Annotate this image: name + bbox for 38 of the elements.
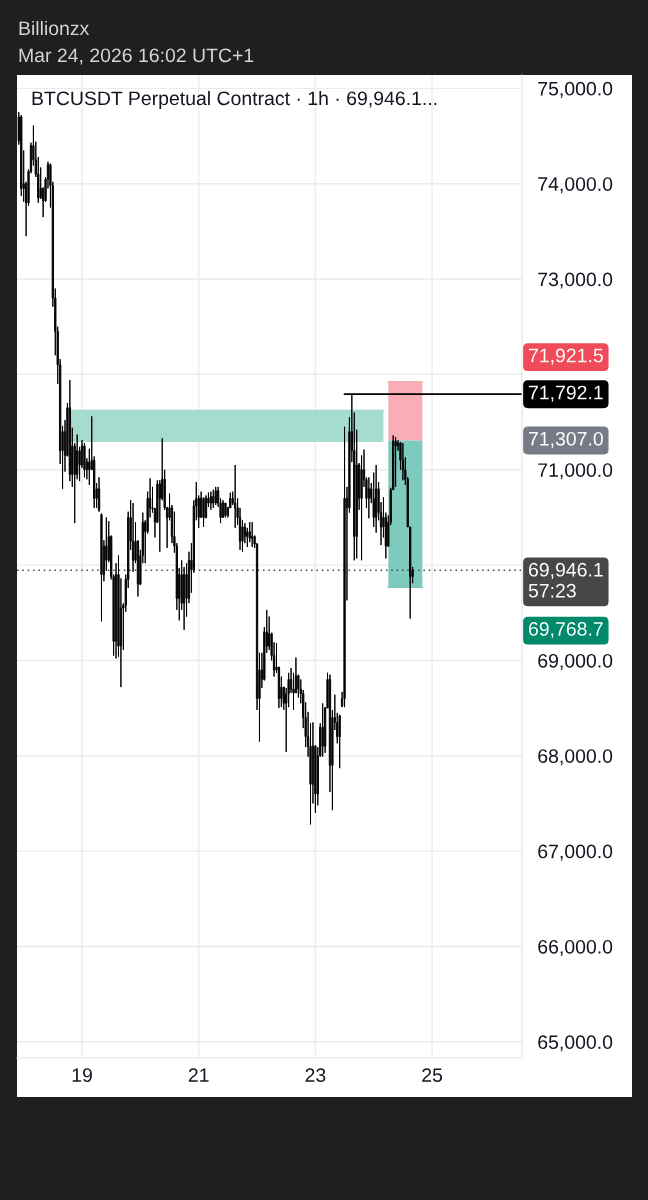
- y-tick-label: 71,000.0: [538, 463, 613, 480]
- candlestick: [394, 436, 397, 488]
- candlestick: [360, 454, 363, 561]
- candlestick: [202, 496, 205, 528]
- candlestick: [214, 486, 217, 506]
- text: 71,921.5: [529, 348, 603, 365]
- data-label: 71,792.1: [529, 385, 603, 402]
- candlestick: [212, 489, 215, 509]
- candlestick: [343, 426, 346, 708]
- text: Billionzx: [19, 20, 90, 36]
- ref-line-label: 69,946.1 57:23: [528, 562, 603, 598]
- x-tick-label: 19: [72, 1068, 92, 1082]
- candlestick: [100, 513, 103, 622]
- candlestick: [338, 714, 341, 769]
- y-tick-label: 73,000.0: [538, 272, 613, 289]
- candlestick: [251, 521, 254, 548]
- y-tick-label: 74,000.0: [538, 177, 613, 194]
- text: Mar 24, 2026 16:02 UTC+1: [19, 48, 254, 65]
- text: 71,307.0: [529, 431, 603, 448]
- y-tick-label: 69,000.0: [538, 653, 613, 670]
- y-tick-label: 66,000.0: [538, 939, 613, 956]
- x-tick-label: 25: [422, 1068, 443, 1082]
- candlestick: [224, 502, 227, 518]
- candlestick: [321, 702, 324, 758]
- candlestick: [97, 476, 101, 513]
- candlestick: [234, 464, 237, 529]
- y-tick-label: 75,000.0: [538, 81, 613, 98]
- candlestick: [83, 442, 86, 478]
- y-tick-label: 67,000.0: [538, 844, 613, 861]
- x-tick-label: 21: [188, 1068, 209, 1082]
- candlestick: [131, 502, 135, 573]
- y-tick-label: 68,000.0: [538, 749, 613, 766]
- y-tick-label: 65,000.0: [538, 1035, 613, 1052]
- text: 69,768.7: [528, 622, 603, 639]
- x-tick-label: 23: [305, 1068, 326, 1082]
- candlestick: [374, 464, 378, 534]
- text: BTCUSDT Perpetual Contract · 1h · 69,946.1...: [32, 90, 437, 110]
- candlestick: [209, 491, 213, 511]
